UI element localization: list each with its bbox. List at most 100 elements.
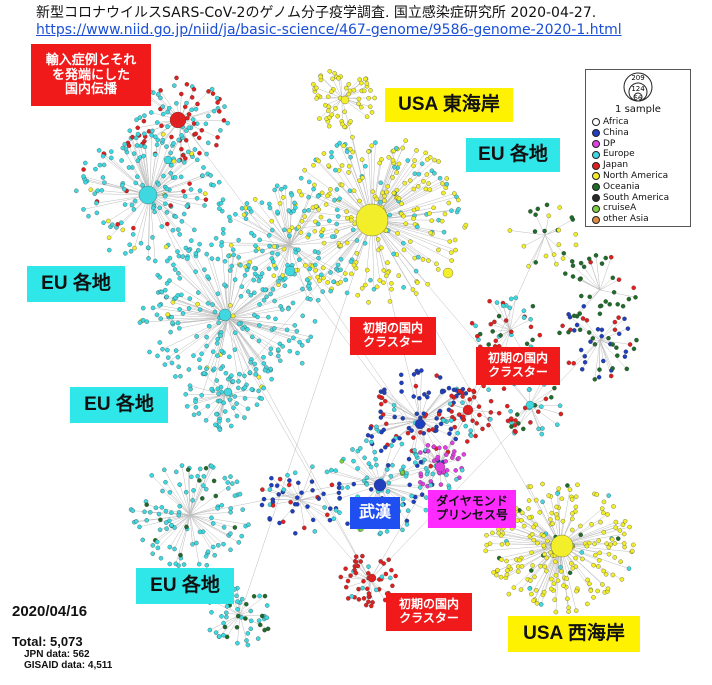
network-node: [309, 479, 315, 484]
network-node: [142, 144, 148, 150]
network-edge: [215, 614, 241, 633]
network-node: [261, 361, 267, 366]
network-edge: [299, 481, 313, 501]
network-node: [180, 153, 186, 158]
network-node: [214, 142, 219, 148]
network-node: [349, 271, 354, 277]
network-edge: [371, 219, 561, 546]
network-node: [228, 218, 233, 224]
network-node: [351, 87, 357, 93]
network-edge: [149, 194, 195, 231]
network-node: [219, 348, 225, 354]
network-node: [178, 552, 183, 558]
network-node: [194, 196, 200, 201]
network-node: [392, 164, 397, 170]
network-node: [621, 541, 627, 546]
network-node: [415, 224, 420, 230]
network-edge: [164, 317, 229, 365]
network-node: [176, 227, 181, 232]
network-node: [209, 86, 215, 92]
network-node: [588, 588, 594, 593]
network-node: [165, 109, 170, 115]
network-node: [398, 372, 404, 378]
network-node: [567, 487, 573, 492]
network-node: [444, 181, 450, 187]
network-node: [235, 599, 240, 604]
network-node: [214, 95, 220, 101]
network-node: [426, 427, 432, 433]
network-edge: [514, 404, 531, 434]
network-node: [379, 574, 385, 580]
network-node: [357, 198, 362, 204]
figure-title: 新型コロナウイルスSARS-CoV-2のゲノム分子疫学調査. 国立感染症研究所 …: [36, 5, 597, 21]
network-node: [177, 482, 182, 487]
network-node: [242, 396, 248, 401]
network-node: [390, 583, 395, 589]
network-node: [515, 412, 520, 417]
network-node: [609, 537, 615, 542]
network-edge: [241, 208, 291, 246]
network-node: [587, 581, 592, 587]
network-edge: [237, 614, 241, 644]
network-edge: [523, 234, 546, 247]
network-node: [213, 422, 218, 428]
network-edge: [299, 499, 331, 521]
network-node: [566, 360, 572, 366]
network-node: [164, 144, 169, 149]
network-node: [538, 602, 544, 607]
network-node: [411, 372, 417, 377]
network-node: [155, 120, 160, 125]
network-node: [94, 200, 99, 206]
network-node: [266, 314, 271, 320]
network-node: [221, 400, 226, 406]
network-edge: [494, 329, 511, 347]
network-node: [169, 360, 175, 366]
network-node: [282, 184, 288, 190]
network-node: [191, 412, 197, 418]
network-node: [405, 508, 411, 513]
network-edge: [599, 339, 631, 345]
network-node: [555, 578, 561, 583]
network-node: [581, 304, 587, 309]
network-node: [555, 491, 560, 496]
network-node: [239, 596, 245, 602]
network-node: [165, 347, 170, 353]
network-node: [232, 394, 238, 399]
network-node: [436, 159, 441, 164]
network-node: [193, 399, 198, 404]
network-edge: [149, 135, 182, 196]
network-node: [168, 170, 173, 176]
source-link[interactable]: https://www.niid.go.jp/niid/ja/basic-sci…: [36, 22, 622, 38]
network-edge: [193, 317, 229, 356]
network-node: [532, 229, 538, 234]
network-node: [374, 284, 380, 290]
network-node: [446, 385, 452, 391]
network-node: [130, 508, 136, 513]
network-node: [217, 398, 223, 404]
network-node: [519, 564, 525, 569]
network-node: [184, 128, 189, 133]
network-edge: [189, 483, 233, 516]
network-node: [173, 561, 179, 567]
network-node: [345, 578, 351, 584]
network-node: [408, 239, 413, 244]
network-edge: [379, 484, 421, 488]
network-node: [205, 301, 211, 306]
network-node: [187, 383, 193, 388]
legend-item: other Asia: [592, 214, 669, 225]
legend: 209 124 56 1 sample Africa China DP Euro…: [585, 69, 691, 227]
network-node: [325, 280, 330, 285]
network-node: [406, 425, 412, 431]
network-edge: [249, 208, 291, 246]
network-node: [344, 149, 350, 154]
network-node: [460, 394, 465, 399]
network-node: [353, 554, 359, 559]
network-edge: [174, 514, 191, 550]
network-node: [232, 277, 238, 282]
network-edge: [157, 514, 191, 549]
network-node: [526, 498, 532, 503]
network-node: [248, 292, 254, 298]
network-node: [506, 564, 512, 569]
network-node: [248, 360, 253, 365]
network-node: [149, 473, 154, 478]
